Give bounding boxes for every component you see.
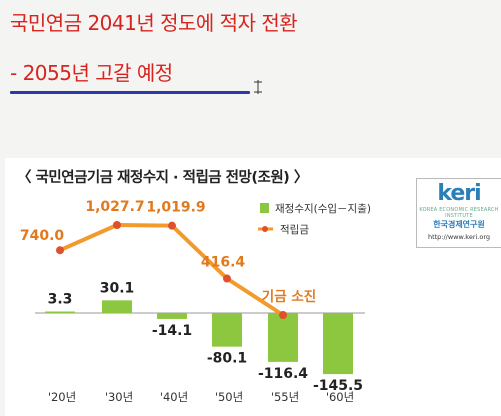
bar-label-0: 3.3 (48, 292, 73, 308)
bar-1 (102, 300, 132, 313)
x-tick-4: '55년 (271, 390, 299, 404)
reserve-point-0 (56, 246, 64, 255)
x-tick-0: '20년 (48, 390, 76, 404)
bar-2 (157, 313, 187, 319)
depletion-annotation: 기금 소진 (262, 288, 316, 305)
legend-bar-swatch (260, 203, 269, 213)
reserve-label-0: 740.0 (20, 228, 65, 244)
keri-logo: keri KOREA ECONOMIC RESEARCH INSTITUTE 한… (416, 178, 501, 248)
bar-label-5: -145.5 (313, 378, 363, 394)
reserve-line (59, 223, 285, 317)
chart-panel: 〈 국민연금기금 재정수지 · 적립금 전망(조원) 〉 keri KOREA … (5, 158, 501, 416)
chart-title: 〈 국민연금기금 재정수지 · 적립금 전망(조원) 〉 (17, 170, 308, 186)
logo-korean-name: 한국경제연구원 (433, 220, 485, 229)
bar-label-3: -80.1 (207, 351, 247, 367)
logo-wordmark: keri (437, 181, 481, 206)
reserve-point-1 (113, 221, 121, 229)
bar-3 (212, 313, 242, 347)
x-tick-2: '40년 (160, 390, 188, 404)
bar-label-1: 30.1 (100, 280, 135, 296)
chart-plot: 3.3 30.1 -14.1 -80.1 -116.4 -145.5 740.0 1,027.… (20, 199, 371, 404)
reserve-point-2 (168, 221, 176, 230)
bar-0 (45, 311, 75, 313)
bar-label-2: -14.1 (152, 323, 192, 339)
legend-line-marker (262, 226, 268, 232)
reserve-label-2: 1,019.9 (146, 200, 205, 216)
legend-line-label: 적립금 (280, 223, 309, 236)
logo-url: http://www.keri.org (427, 233, 491, 241)
bar-4 (268, 313, 298, 362)
logo-english-name: KOREA ECONOMIC RESEARCH INSTITUTE (419, 207, 499, 219)
slide-subtitle: - 2055년 고갈 예정 (10, 61, 173, 85)
bar-5 (323, 313, 353, 375)
reserve-label-3: 416.4 (201, 255, 246, 271)
slide-title: 국민연금 2041년 정도에 적자 전환 (10, 11, 298, 35)
legend-bar-label: 재정수지(수입－지출) (275, 202, 371, 215)
x-tick-5: '60년 (326, 390, 354, 404)
reserve-point-3 (223, 274, 231, 283)
bar-label-4: -116.4 (258, 366, 308, 382)
reserve-point-4 (279, 311, 287, 319)
x-tick-3: '50년 (215, 390, 243, 404)
title-underline (10, 91, 250, 94)
mouse-cursor-icon (254, 80, 262, 94)
x-tick-1: '30년 (105, 390, 133, 404)
reserve-label-1: 1,027.7 (85, 199, 144, 215)
